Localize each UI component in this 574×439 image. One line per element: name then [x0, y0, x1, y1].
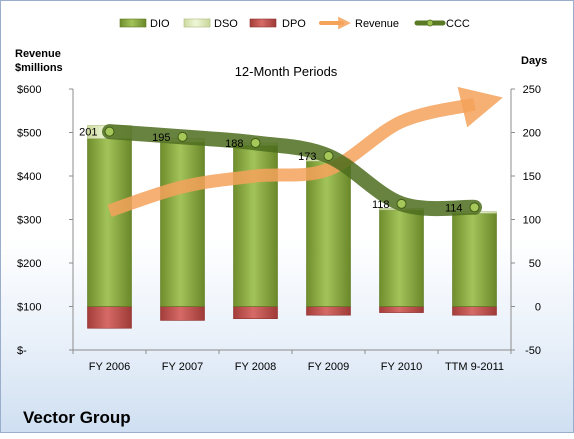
company-name: Vector Group [23, 408, 131, 427]
bar-dpo [379, 306, 424, 313]
bar-dio [452, 213, 497, 307]
legend-item-dso: DSO [183, 18, 238, 30]
right-axis-tick-label: 0 [535, 302, 541, 314]
right-axis-tick-label: 100 [523, 215, 541, 227]
legend-label-ccc: CCC [446, 18, 470, 30]
ccc-data-label: 188 [225, 138, 243, 150]
ccc-data-label: 173 [298, 151, 316, 163]
legend-item-ccc: CCC [414, 18, 470, 30]
bar-dio [160, 141, 205, 307]
x-axis-tick-label: FY 2006 [89, 361, 130, 373]
bars [87, 125, 497, 329]
ccc-point [396, 198, 407, 209]
legend-swatch-dio [119, 18, 147, 28]
x-axis-tick-label: FY 2008 [235, 361, 276, 373]
legend-item-revenue: Revenue [319, 16, 399, 30]
legend-label-revenue: Revenue [355, 18, 399, 30]
left-axis-tick-label: $600 [17, 84, 41, 96]
left-axis-tick-label: $400 [17, 171, 41, 183]
revenue-line [107, 86, 503, 217]
bar-dpo [233, 306, 278, 319]
bar-dio [87, 138, 132, 307]
left-axis-tick-label: $200 [17, 258, 41, 270]
ccc-data-label: 195 [152, 132, 170, 144]
left-axis-title-line1: Revenue [15, 48, 61, 60]
x-axis-tick-label: FY 2010 [381, 361, 422, 373]
left-axis-title-line2: $millions [15, 62, 63, 74]
ccc-point [469, 202, 480, 213]
x-axis-tick-label: TTM 9-2011 [445, 361, 504, 373]
right-axis-tick-label: -50 [525, 345, 541, 357]
right-axis-tick-label: 200 [523, 128, 541, 140]
ccc-point [250, 137, 261, 148]
bar-dpo [306, 306, 351, 316]
ccc-data-label: 201 [79, 127, 97, 139]
bar-dpo [87, 306, 132, 329]
lines [102, 86, 503, 217]
bar-dpo [160, 306, 205, 321]
ccc-point [104, 126, 115, 137]
legend-swatch-dpo [249, 18, 277, 28]
right-axis-tick-label: 50 [529, 258, 541, 270]
legend-item-dpo: DPO [249, 18, 306, 30]
axes: $- $100 $200 $300 $400 $500 $600 -50 0 50 100 150 20… [17, 84, 541, 373]
x-axis-tick-label: FY 2007 [162, 361, 203, 373]
ccc-line [102, 124, 482, 217]
legend-marker-ccc [426, 19, 434, 27]
right-axis-tick-label: 150 [523, 171, 541, 183]
left-axis-tick-label: $- [17, 345, 27, 357]
legend-swatch-dso [183, 18, 211, 28]
legend-item-dio: DIO [119, 18, 170, 30]
ccc-point [323, 150, 334, 161]
ccc-data-label: 118 [372, 199, 390, 211]
left-axis-tick-label: $300 [17, 215, 41, 227]
legend-label-dpo: DPO [282, 18, 306, 30]
ccc-data-label: 114 [445, 202, 463, 214]
data-labels: 201 195 188 173 118 114 [79, 127, 462, 215]
legend-label-dio: DIO [150, 18, 170, 30]
bar-dpo [452, 306, 497, 316]
bar-dio [306, 160, 351, 307]
left-axis-tick-label: $100 [17, 302, 41, 314]
legend: DIO DSO DPO Revenue CCC [119, 16, 470, 30]
right-axis-title: Days [521, 55, 547, 67]
chart-title: 12-Month Periods [235, 64, 338, 79]
ccc-point [177, 131, 188, 142]
left-axis-tick-label: $500 [17, 128, 41, 140]
bar-dio [379, 209, 424, 307]
x-axis-tick-label: FY 2009 [308, 361, 349, 373]
legend-label-dso: DSO [214, 18, 238, 30]
right-axis-tick-label: 250 [523, 84, 541, 96]
